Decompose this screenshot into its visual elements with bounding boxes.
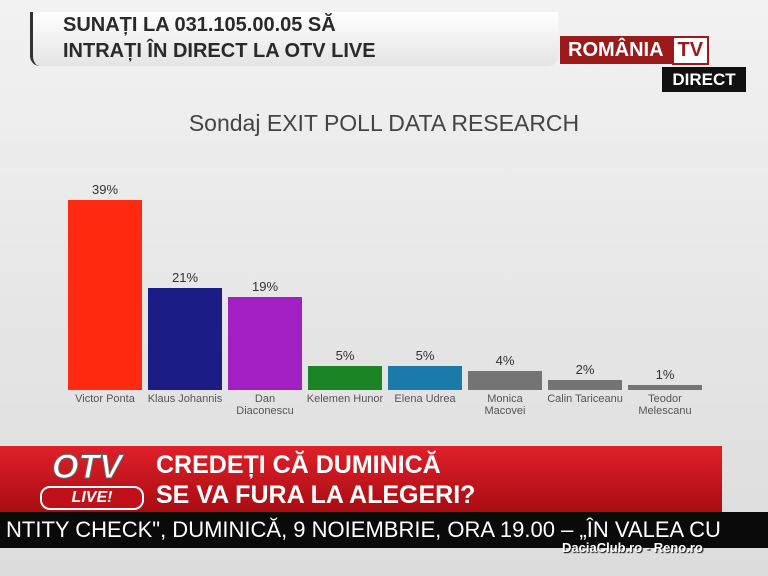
watermark: DaciaClub.ro - Reno.ro	[562, 540, 703, 555]
channel-logo: ROMÂNIA TV	[560, 35, 710, 65]
bar	[548, 380, 622, 390]
ticker: NTITY CHECK", DUMINICĂ, 9 NOIEMBRIE, ORA…	[0, 512, 768, 548]
x-tick-label: Calin Tariceanu	[547, 393, 623, 405]
live-badge: DIRECT	[662, 67, 746, 92]
bar	[228, 297, 302, 390]
value-label: 4%	[495, 352, 515, 368]
bar	[628, 385, 702, 390]
value-label: 39%	[91, 182, 119, 197]
headline: CREDEȚI CĂ DUMINICĂ SE VA FURA LA ALEGER…	[156, 450, 475, 510]
banner-line: SUNAȚI LA 031.105.00.05 SĂ	[63, 14, 336, 36]
show-logo: OTV	[52, 448, 123, 487]
bar	[388, 365, 462, 390]
x-tick-label: Klaus Johannis	[147, 393, 223, 405]
call-banner: SUNAȚI LA 031.105.00.05 SĂ INTRAȚI ÎN DI…	[30, 12, 558, 66]
value-label: 2%	[575, 362, 595, 378]
logo-name: ROMÂNIA	[568, 38, 664, 61]
show-logo-sub: LIVE!	[40, 486, 144, 510]
banner-line: INTRAȚI ÎN DIRECT LA OTV LIVE	[63, 40, 376, 62]
bar	[308, 365, 382, 390]
x-tick-label: Dan Diaconescu	[236, 393, 294, 417]
x-tick-label: Elena Udrea	[394, 393, 456, 405]
x-tick-label: Kelemen Hunor	[306, 393, 384, 405]
value-label: 5%	[415, 347, 435, 363]
x-tick-label: Teodor Melescanu	[638, 393, 692, 417]
value-label: 5%	[335, 347, 355, 363]
chart-title: Sondaj EXIT POLL DATA RESEARCH	[188, 110, 580, 136]
headline-line: CREDEȚI CĂ DUMINICĂ	[156, 451, 441, 479]
logo-tv: TV	[671, 35, 710, 65]
value-label: 19%	[251, 279, 279, 295]
x-tick-label: Victor Ponta	[75, 393, 135, 405]
headline-line: SE VA FURA LA ALEGERI?	[156, 481, 476, 509]
chart: 39% Victor Ponta 21% Klaus Johannis 19% Dan D…	[68, 182, 702, 417]
bar	[468, 370, 542, 390]
bar	[68, 200, 142, 390]
value-label: 1%	[655, 367, 675, 383]
value-label: 21%	[171, 269, 199, 285]
x-tick-label: Monica Macovei	[484, 393, 526, 417]
bar	[148, 287, 222, 390]
